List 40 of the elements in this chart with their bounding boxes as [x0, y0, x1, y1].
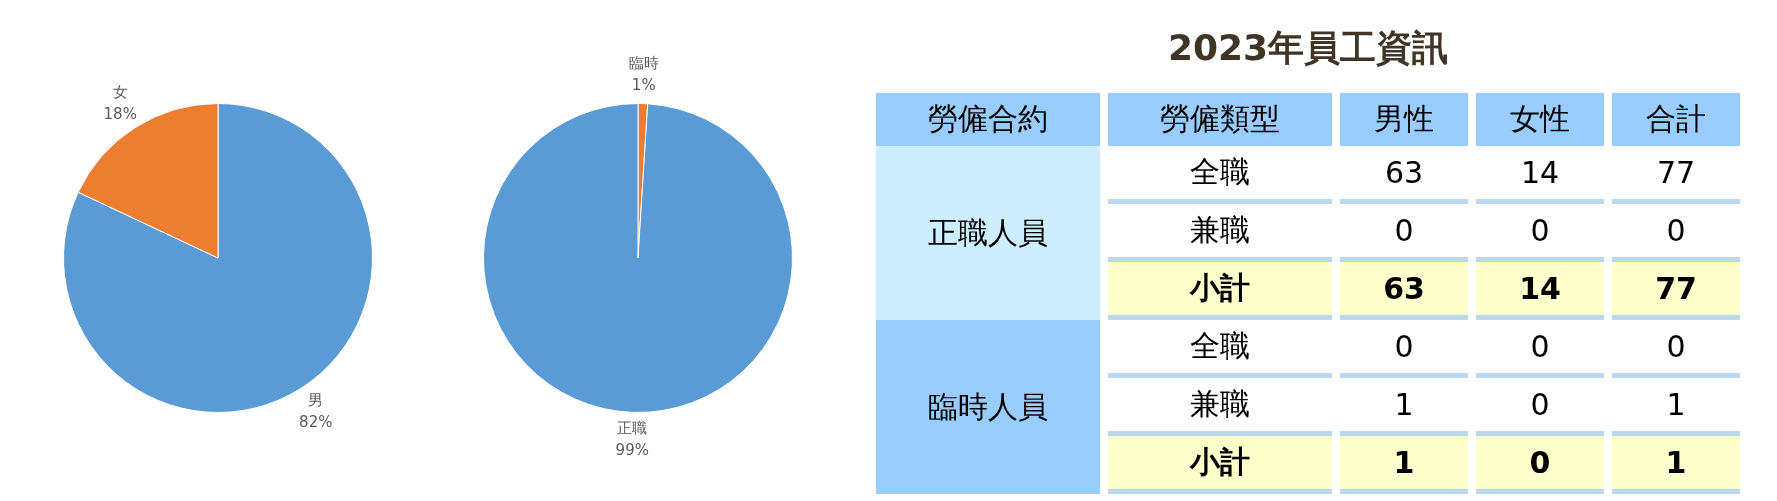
- data-label: 0: [1612, 204, 1740, 262]
- y-tick-label: 兼職: [1108, 204, 1332, 262]
- slice-label: 男: [308, 390, 324, 409]
- data-label: 14: [1476, 146, 1604, 204]
- text: 勞僱類型: [1108, 93, 1332, 146]
- slice-label: 正職: [617, 419, 648, 438]
- chart-title: 2023年員工資訊: [1166, 26, 1450, 70]
- data-label: 1%: [631, 76, 656, 95]
- data-label: 82%: [299, 412, 333, 431]
- text: 臨時人員: [876, 320, 1100, 494]
- data-label: 0: [1340, 320, 1468, 378]
- data-label: 0: [1612, 320, 1740, 378]
- data-label: 77: [1612, 146, 1740, 204]
- data-label: 1: [1612, 378, 1740, 436]
- y-tick-label: 全職: [1108, 146, 1332, 204]
- y-tick-label: 全職: [1108, 320, 1332, 378]
- y-tick-label: 小計: [1108, 436, 1332, 494]
- data-label: 1: [1612, 436, 1740, 494]
- data-label: 1: [1340, 436, 1468, 494]
- data-label: 63: [1340, 146, 1468, 204]
- data-label: 1: [1340, 378, 1468, 436]
- data-label: 0: [1476, 204, 1604, 262]
- slice-label: 女: [112, 82, 128, 101]
- data-label: 14: [1476, 262, 1604, 320]
- x-tick-label: 女性: [1476, 93, 1604, 146]
- text: 正職人員: [876, 146, 1100, 320]
- data-label: 99%: [615, 441, 649, 460]
- data-label: 18%: [103, 104, 137, 123]
- x-tick-label: 男性: [1340, 93, 1468, 146]
- data-label: 0: [1340, 204, 1468, 262]
- data-label: 77: [1612, 262, 1740, 320]
- slice-label: 臨時: [628, 54, 659, 73]
- y-tick-label: 小計: [1108, 262, 1332, 320]
- data-label: 0: [1476, 320, 1604, 378]
- data-label: 0: [1476, 436, 1604, 494]
- data-label: 63: [1340, 262, 1468, 320]
- text: 勞僱合約: [876, 93, 1100, 146]
- x-tick-label: 合計: [1612, 93, 1740, 146]
- data-label: 0: [1476, 378, 1604, 436]
- y-tick-label: 兼職: [1108, 378, 1332, 436]
